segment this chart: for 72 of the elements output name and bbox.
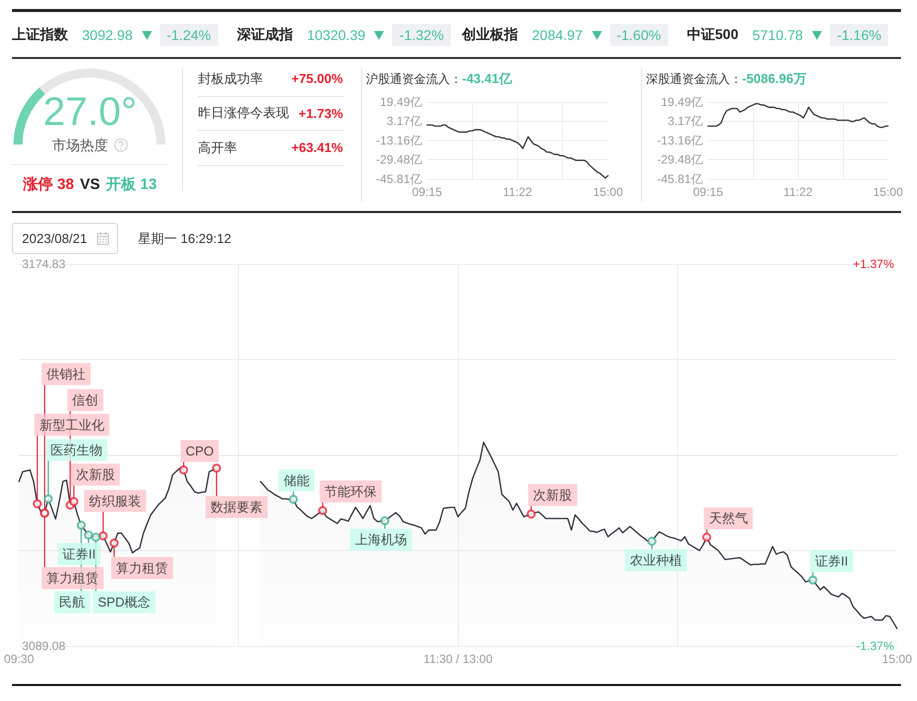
- text: +63.41%: [291, 140, 343, 156]
- data-label: 新型工业化: [39, 417, 104, 432]
- data-label: 证券II: [62, 546, 96, 562]
- y-tick-label: -45.81亿: [376, 172, 422, 186]
- x-tick-label: 09:30: [4, 652, 34, 666]
- category-label: 昨日涨停今表现: [198, 104, 289, 122]
- text: 星期一 16:29:12: [138, 230, 232, 248]
- chart-subtitle: -5086.96万: [742, 71, 806, 86]
- text: -1.60%: [610, 24, 668, 46]
- data-label: 算力租赁: [116, 560, 168, 576]
- x-tick-label: 11:22: [783, 185, 813, 199]
- y-tick-label: -13.16亿: [656, 134, 703, 148]
- data-label: 算力租赁: [46, 570, 99, 586]
- category-label: 涨停 38: [23, 174, 74, 194]
- data-label: 民航: [59, 594, 86, 610]
- text: 3092.98: [82, 27, 133, 43]
- data-label: 储能: [283, 472, 310, 488]
- data-label: 数据要素: [210, 500, 263, 515]
- x-tick-label: 11:22: [502, 185, 532, 199]
- y-tick-label: 19.49亿: [660, 95, 703, 109]
- data-label: CPO: [186, 443, 214, 458]
- y2-tick-label: -1.37%: [856, 639, 894, 653]
- y-tick-label: -29.48亿: [376, 152, 422, 167]
- x-tick-label: 11:30 / 13:00: [423, 652, 493, 666]
- y-tick-label: 19.49亿: [380, 95, 422, 109]
- data-label: 农业种植: [630, 552, 682, 568]
- x-tick-label: 09:15: [412, 185, 442, 199]
- text: 2084.97: [532, 27, 583, 43]
- text: 上证指数: [12, 26, 68, 44]
- y-tick-label: -13.16亿: [376, 134, 422, 148]
- data-label: 证券II: [814, 553, 848, 568]
- data-label: 次新股: [76, 467, 115, 482]
- y-tick-label: -29.48亿: [656, 152, 703, 167]
- x-tick-label: 15:00: [882, 652, 912, 666]
- text: -1.24%: [160, 24, 218, 46]
- y-tick-label: 3174.83: [22, 257, 66, 271]
- chart-title: 深股通资金流入：: [646, 72, 742, 86]
- data-label: 次新股: [533, 488, 572, 503]
- text: 27.0°: [42, 90, 138, 134]
- text: -1.16%: [830, 24, 888, 46]
- data-label: 天然气: [708, 510, 748, 526]
- text: 5710.78: [752, 27, 803, 43]
- text: 10320.39: [307, 27, 366, 43]
- text: -1.32%: [392, 24, 451, 46]
- date-field: 2023/08/21: [12, 223, 118, 254]
- y-tick-label: 3089.08: [22, 639, 66, 653]
- x-tick-label: 09:15: [692, 185, 724, 199]
- text: 中证500: [687, 26, 738, 44]
- data-label: 上海机场: [354, 532, 407, 548]
- x-tick-label: 15:00: [592, 185, 624, 199]
- x-tick-label: 15:00: [872, 185, 904, 199]
- data-label: 纺织服装: [89, 493, 142, 508]
- text: +1.73%: [298, 106, 343, 121]
- category-label: 高开率: [198, 138, 237, 157]
- data-label: 节能环保: [324, 484, 377, 499]
- text: 深证成指: [237, 26, 293, 44]
- data-label: 医药生物: [50, 442, 102, 458]
- text: 创业板指: [462, 26, 518, 44]
- data-label: SPD概念: [98, 594, 151, 610]
- y-tick-label: 3.17亿: [668, 114, 703, 128]
- data-label: 供销社: [46, 366, 86, 382]
- y2-tick-label: +1.37%: [852, 257, 894, 271]
- y-tick-label: 3.17亿: [386, 114, 422, 128]
- category-label: 开板 13: [106, 174, 157, 194]
- text: VS: [80, 176, 100, 192]
- text: 市场热度: [52, 136, 108, 154]
- y-tick-label: -45.81亿: [656, 172, 703, 186]
- data-label: 信创: [72, 392, 98, 408]
- category-label: 封板成功率: [198, 70, 263, 88]
- text: +75.00%: [291, 71, 343, 86]
- chart-subtitle: -43.41亿: [462, 71, 512, 86]
- chart-title: 沪股通资金流入：: [366, 72, 462, 86]
